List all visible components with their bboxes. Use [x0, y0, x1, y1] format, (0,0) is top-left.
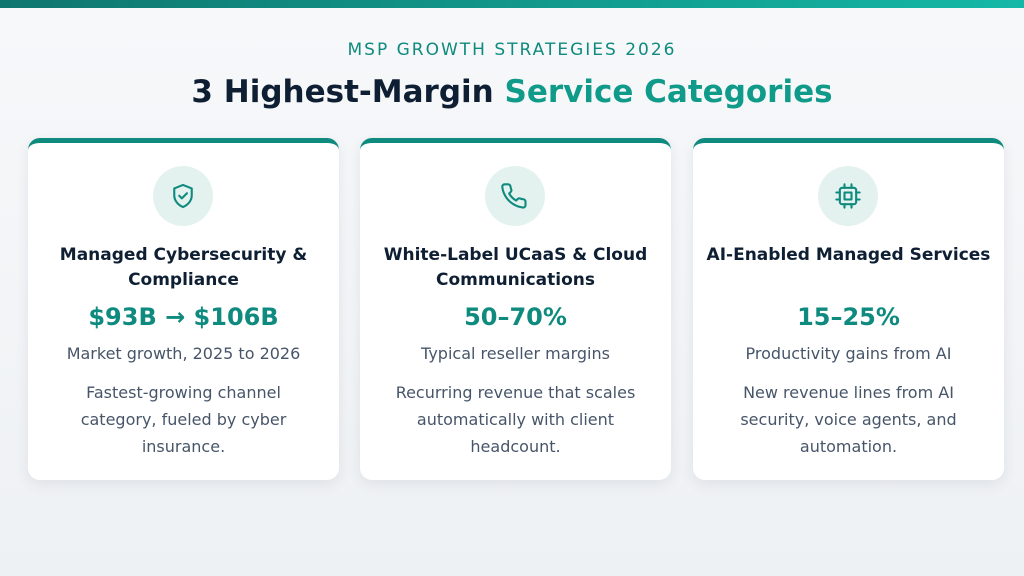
icon-badge — [485, 166, 545, 226]
card-description: Recurring revenue that scales automatica… — [395, 383, 636, 456]
card-stat-label: Typical reseller margins — [421, 344, 610, 363]
card-stat: 15–25% — [797, 303, 900, 331]
icon-badge — [818, 166, 878, 226]
card-description: New revenue lines from AI security, voic… — [740, 383, 957, 456]
page-title-main: 3 Highest-Margin — [191, 74, 505, 110]
card-title: White-Label UCaaS & Cloud Communications — [383, 245, 648, 290]
phone-icon — [501, 183, 527, 209]
card-stat-label: Market growth, 2025 to 2026 — [66, 344, 301, 363]
card-title: AI-Enabled Managed Services — [706, 245, 991, 265]
card-description: Fastest-growing channel category, fueled… — [80, 383, 287, 456]
eyebrow-label: MSP GROWTH STRATEGIES 2026 — [347, 40, 677, 60]
card-title: Managed Cybersecurity & Compliance — [59, 245, 308, 290]
service-card-cybersecurity: Managed Cybersecurity & Compliance $93B … — [28, 138, 339, 480]
card-stat: 50–70% — [464, 303, 567, 331]
service-card-ucaas: White-Label UCaaS & Cloud Communications… — [360, 138, 671, 480]
icon-badge — [153, 166, 213, 226]
shield-check-icon — [173, 183, 193, 209]
card-stat: $93B → $106B — [88, 303, 279, 331]
top-accent-bar — [0, 0, 1024, 8]
page-title: 3 Highest-Margin Service Categories — [0, 74, 1024, 110]
cpu-chip-icon — [835, 183, 861, 209]
page-title-accent: Service Categories — [504, 74, 833, 110]
service-card-ai: AI-Enabled Managed Services 15–25% Produ… — [693, 138, 1004, 480]
card-stat-label: Productivity gains from AI — [745, 344, 952, 363]
